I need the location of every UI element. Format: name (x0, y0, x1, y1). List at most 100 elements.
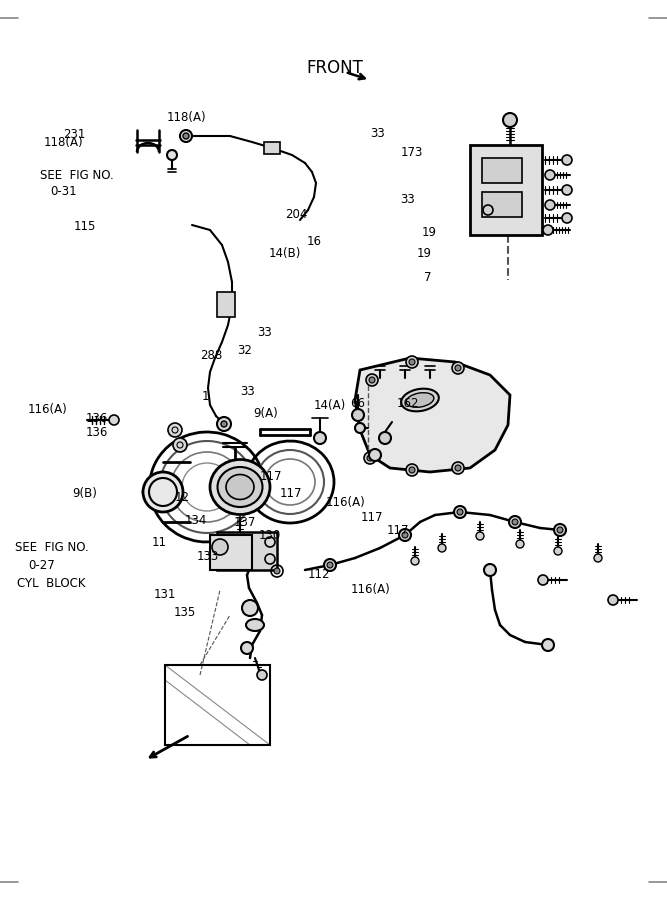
Circle shape (455, 465, 461, 471)
Text: 116(A): 116(A) (350, 583, 390, 596)
Circle shape (143, 472, 183, 512)
Circle shape (562, 213, 572, 223)
Text: 115: 115 (73, 220, 96, 233)
Ellipse shape (217, 467, 263, 507)
Text: FRONT: FRONT (307, 59, 364, 77)
Circle shape (483, 205, 493, 215)
Text: 33: 33 (240, 385, 255, 398)
Circle shape (457, 509, 463, 515)
Circle shape (452, 362, 464, 374)
Circle shape (406, 356, 418, 368)
Text: 288: 288 (200, 349, 222, 362)
Circle shape (554, 524, 566, 536)
Circle shape (324, 559, 336, 571)
Text: 33: 33 (257, 327, 271, 339)
Circle shape (257, 670, 267, 680)
Circle shape (369, 449, 381, 461)
Text: 14(A): 14(A) (313, 399, 346, 411)
Text: 131: 131 (153, 588, 176, 600)
Ellipse shape (406, 392, 434, 408)
Circle shape (538, 575, 548, 585)
Circle shape (503, 113, 517, 127)
Ellipse shape (210, 460, 270, 515)
Text: 1: 1 (202, 390, 209, 402)
Circle shape (241, 642, 253, 654)
Bar (165, 665, 270, 745)
Text: 11: 11 (151, 536, 166, 549)
Text: 32: 32 (237, 345, 251, 357)
Ellipse shape (226, 474, 254, 500)
Circle shape (167, 150, 177, 160)
Text: 117: 117 (360, 511, 383, 524)
Circle shape (438, 544, 446, 552)
Circle shape (364, 452, 376, 464)
Circle shape (484, 564, 496, 576)
Ellipse shape (246, 619, 264, 631)
Polygon shape (355, 358, 510, 472)
Bar (470, 145, 542, 235)
Text: 7: 7 (424, 271, 431, 284)
Circle shape (409, 359, 415, 365)
Circle shape (183, 133, 189, 139)
Circle shape (557, 527, 563, 533)
Circle shape (173, 438, 187, 452)
Text: 116(A): 116(A) (325, 496, 366, 508)
Circle shape (217, 417, 231, 431)
Text: 0-31: 0-31 (50, 185, 77, 198)
Text: CYL  BLOCK: CYL BLOCK (17, 577, 85, 590)
Text: 136: 136 (85, 426, 108, 438)
Circle shape (352, 409, 364, 421)
Circle shape (242, 600, 258, 616)
Circle shape (366, 374, 378, 386)
Text: 118(A): 118(A) (167, 111, 206, 123)
Text: 9(B): 9(B) (72, 487, 97, 500)
Text: 136: 136 (85, 412, 108, 425)
Circle shape (379, 432, 391, 444)
Circle shape (516, 540, 524, 548)
Circle shape (369, 377, 375, 383)
Text: 9(A): 9(A) (253, 408, 278, 420)
Text: 117: 117 (387, 525, 410, 537)
Circle shape (406, 464, 418, 476)
Circle shape (402, 532, 408, 538)
Text: 162: 162 (397, 397, 420, 410)
Circle shape (409, 467, 415, 473)
Circle shape (180, 130, 192, 142)
Circle shape (594, 554, 602, 562)
Circle shape (543, 225, 553, 235)
Circle shape (454, 506, 466, 518)
Circle shape (221, 421, 227, 427)
Circle shape (452, 462, 464, 474)
Circle shape (367, 455, 373, 461)
Circle shape (109, 415, 119, 425)
Circle shape (212, 539, 228, 555)
Text: 66: 66 (350, 397, 365, 410)
Text: 118(A): 118(A) (43, 136, 83, 149)
Circle shape (314, 432, 326, 444)
Text: 134: 134 (185, 514, 207, 526)
Text: 112: 112 (308, 568, 331, 580)
Circle shape (554, 547, 562, 555)
Text: 116(A): 116(A) (28, 403, 68, 416)
Text: SEE  FIG NO.: SEE FIG NO. (15, 541, 89, 554)
Text: 19: 19 (422, 226, 436, 239)
Circle shape (399, 529, 411, 541)
Text: 16: 16 (307, 235, 321, 248)
Text: 173: 173 (400, 147, 423, 159)
Text: 135: 135 (173, 606, 195, 618)
Circle shape (512, 519, 518, 525)
Circle shape (168, 423, 182, 437)
Text: 117: 117 (260, 471, 283, 483)
Text: 19: 19 (417, 248, 432, 260)
Text: 204: 204 (285, 208, 308, 220)
Circle shape (545, 200, 555, 210)
Circle shape (476, 532, 484, 540)
Text: 231: 231 (63, 129, 86, 141)
Circle shape (411, 557, 419, 565)
Circle shape (542, 639, 554, 651)
Text: 12: 12 (175, 491, 189, 504)
Text: 130: 130 (259, 529, 281, 542)
Bar (217, 292, 235, 317)
Text: 33: 33 (370, 127, 385, 140)
Text: 14(B): 14(B) (269, 248, 301, 260)
